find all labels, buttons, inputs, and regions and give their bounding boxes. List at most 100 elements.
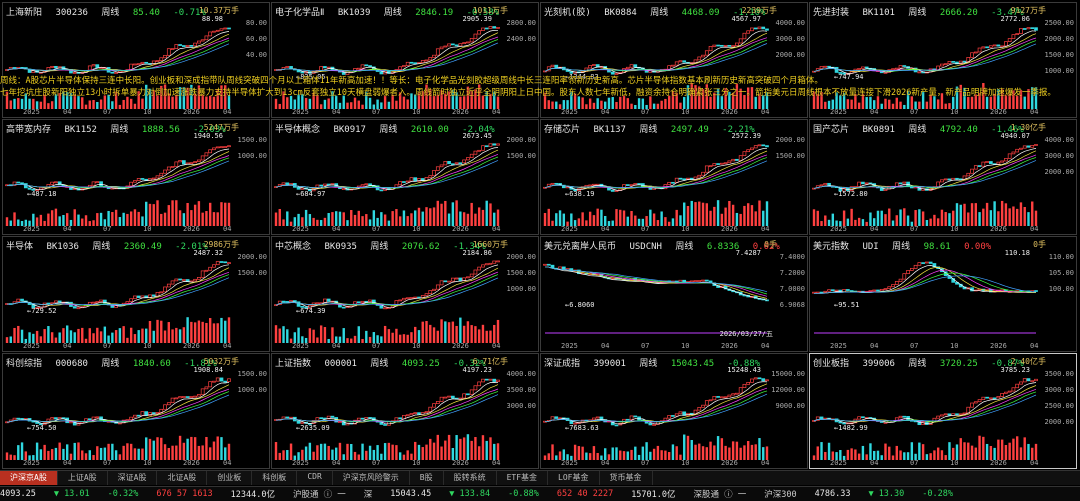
chart-panel-399001[interactable]: 深证成指 399001 周线 15043.45 -0.88% 15248.43 ←… bbox=[540, 353, 808, 469]
candle bbox=[481, 378, 485, 383]
chart-panel-bk0935[interactable]: 中芯概念 BK0935 周线 2076.62 -1.34% 1660万手 2184… bbox=[271, 236, 539, 352]
chart-panel-300236[interactable]: 上海新阳 300236 周线 85.40 -0.71% 10.37万手 88.98… bbox=[2, 2, 270, 118]
candle bbox=[819, 184, 824, 187]
moving-average-line bbox=[6, 151, 230, 189]
volume-bar bbox=[417, 92, 421, 109]
panel-change: -2.21% bbox=[722, 125, 755, 135]
candle bbox=[223, 146, 228, 148]
panel-header: 存储芯片 BK1137 周线 2497.49 -2.21% bbox=[544, 122, 763, 135]
volume-bar bbox=[455, 435, 458, 460]
chart-panel-399006[interactable]: 创业板指 399006 周线 3720.25 -0.87% 2.40亿手 3785… bbox=[809, 353, 1077, 469]
candle bbox=[163, 286, 167, 293]
volume-bar bbox=[304, 97, 308, 109]
chart-panel-usdcnh[interactable]: 美元兑离岸人民币 USDCNH 周线 6.8336 0.02% 0手 7.4287… bbox=[540, 236, 808, 352]
candle bbox=[330, 415, 335, 418]
volume-bar bbox=[327, 213, 330, 226]
volume-bar bbox=[812, 209, 816, 226]
volume-bar bbox=[910, 96, 914, 109]
moving-average-line bbox=[275, 149, 499, 189]
volume-bar bbox=[447, 322, 451, 343]
volume-bar bbox=[660, 450, 663, 460]
candle bbox=[1022, 145, 1027, 149]
volume-bar bbox=[5, 217, 9, 226]
moving-average-line bbox=[544, 160, 768, 189]
volume-bar bbox=[652, 103, 656, 109]
tab-4[interactable]: 创业板 bbox=[207, 471, 253, 485]
candle bbox=[1034, 144, 1038, 146]
chart-panel-bk1101[interactable]: 先进封装 BK1101 周线 2666.20 -3.47% 9127万手 2772… bbox=[809, 2, 1077, 118]
candle bbox=[155, 412, 160, 414]
x-axis-label: 04 bbox=[223, 342, 232, 350]
candle bbox=[163, 54, 167, 59]
volume-bar bbox=[459, 317, 462, 343]
candle bbox=[462, 42, 466, 44]
volume-bar bbox=[319, 325, 323, 343]
panel-period: 周线 bbox=[92, 242, 111, 252]
candle bbox=[204, 269, 209, 272]
volume-bar bbox=[54, 337, 58, 343]
x-axis-label: 07 bbox=[641, 459, 650, 467]
panel-name: 美元指数 bbox=[813, 242, 850, 252]
volume-bar bbox=[350, 102, 353, 109]
candle bbox=[405, 414, 410, 417]
tab-5[interactable]: 科创板 bbox=[252, 471, 298, 485]
panel-header: 半导体概念 BK0917 周线 2610.00 -2.04% bbox=[275, 122, 503, 135]
tab-2[interactable]: 深证A股 bbox=[108, 471, 158, 485]
tab-7[interactable]: 沪深京风险警示 bbox=[333, 471, 410, 485]
volume-bar bbox=[929, 94, 932, 109]
volume-bar bbox=[705, 203, 708, 226]
volume-bar bbox=[455, 92, 458, 109]
chart-panel-bk0884[interactable]: 光刻机(胶) BK0884 周线 4468.09 -1.10% 2239万手 45… bbox=[540, 2, 808, 118]
chart-panel-bk1039[interactable]: 电子化学品Ⅱ BK1039 周线 2846.19 -0.58% 1011万手 29… bbox=[271, 2, 539, 118]
moving-average-line bbox=[813, 43, 1037, 73]
tab-10[interactable]: ETF基金 bbox=[497, 471, 549, 485]
chart-panel-000001[interactable]: 上证指数 000001 周线 4093.25 -0.32% 6.71亿手 4197… bbox=[271, 353, 539, 469]
tab-8[interactable]: B股 bbox=[410, 471, 444, 485]
kline-chart bbox=[274, 378, 500, 460]
volume-bar bbox=[1004, 444, 1008, 460]
chart-panel-bk1152[interactable]: 高带宽内存 BK1152 周线 1888.56 -2.03% 5247万手 194… bbox=[2, 119, 270, 235]
volume-bar bbox=[820, 221, 823, 226]
panel-price: 2666.20 bbox=[939, 8, 978, 18]
tab-1[interactable]: 上证A股 bbox=[58, 471, 108, 485]
candle bbox=[838, 421, 843, 424]
chart-panel-bk0891[interactable]: 国产芯片 BK0891 周线 4792.40 -1.46% 1.30亿手 4940… bbox=[809, 119, 1077, 235]
candle bbox=[477, 266, 482, 271]
chart-panel-bk1137[interactable]: 存储芯片 BK1137 周线 2497.49 -2.21% 2572.39 ←63… bbox=[540, 119, 808, 235]
status-item: ▼ 133.84 bbox=[449, 489, 491, 499]
panel-volume: 9127万手 bbox=[1010, 6, 1046, 15]
tab-9[interactable]: 股转系统 bbox=[444, 471, 497, 485]
chart-panel-000680[interactable]: 科创综指 000680 周线 1840.60 -1.81% 5032万手 1908… bbox=[2, 353, 270, 469]
y-axis-label: 2500.00 bbox=[1044, 402, 1074, 410]
y-axis-label: 1500.00 bbox=[1044, 51, 1074, 59]
x-axis-label: 07 bbox=[103, 225, 112, 233]
volume-bar bbox=[103, 95, 107, 109]
volume-bar bbox=[906, 91, 910, 109]
tab-3[interactable]: 北证A股 bbox=[157, 471, 208, 485]
moving-average-line bbox=[813, 148, 1037, 191]
kline-chart bbox=[543, 263, 769, 334]
volume-bar bbox=[880, 103, 883, 109]
candle bbox=[443, 396, 448, 399]
volume-bar bbox=[455, 325, 458, 343]
tab-11[interactable]: LOF基金 bbox=[548, 471, 600, 485]
y-axis-label: 1000.00 bbox=[237, 152, 267, 160]
candle bbox=[398, 299, 403, 302]
candle bbox=[447, 43, 451, 47]
candle bbox=[458, 162, 463, 165]
volume-bar bbox=[197, 445, 201, 460]
chart-panel-bk0917[interactable]: 半导体概念 BK0917 周线 2610.00 -2.04% 2673.45 ←6… bbox=[271, 119, 539, 235]
volume-bar bbox=[216, 323, 219, 343]
tab-0[interactable]: 沪深京A股 bbox=[0, 471, 58, 485]
candle bbox=[140, 295, 145, 298]
y-axis-label: 1500.00 bbox=[775, 152, 805, 160]
candle bbox=[450, 395, 455, 399]
volume-bar bbox=[99, 447, 103, 460]
chart-panel-bk1036[interactable]: 半导体 BK1036 周线 2360.49 -2.01% 2986万手 2487.… bbox=[2, 236, 270, 352]
tab-6[interactable]: CDR bbox=[297, 471, 333, 485]
volume-bar bbox=[611, 220, 614, 226]
tab-12[interactable]: 货币基金 bbox=[600, 471, 653, 485]
volume-bar bbox=[581, 446, 584, 460]
candle bbox=[296, 301, 301, 307]
chart-panel-udi[interactable]: 美元指数 UDI 周线 98.61 0.00% 0手 110.18 ←95.51 11… bbox=[809, 236, 1077, 352]
